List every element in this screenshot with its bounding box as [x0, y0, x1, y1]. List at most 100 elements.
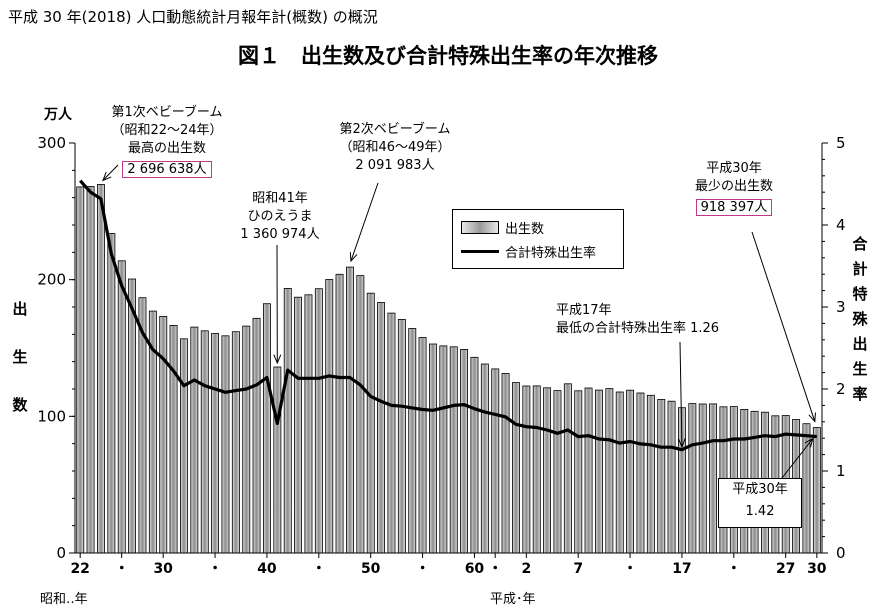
bar-births: [86, 186, 95, 554]
x-tick-label: 7: [573, 561, 583, 577]
annotation-hinoe-line3: 1 360 974人: [240, 227, 320, 242]
right-axis-label: 合 計 特 殊 出 生 率: [852, 235, 868, 403]
bar-births: [470, 356, 479, 554]
bar-births: [169, 324, 178, 554]
bar-births: [574, 390, 583, 554]
legend-label-tfr: 合計特殊出生率: [505, 246, 597, 261]
bar-births: [543, 387, 551, 554]
annotation-boom1-line1: 第1次ベビーブーム: [111, 105, 223, 120]
annotation-hinoe: 昭和41年 ひのえうま 1 360 974人: [225, 190, 335, 244]
bar-births: [512, 382, 520, 554]
bar-births: [688, 403, 697, 554]
x-era-label-showa: 昭和‥年: [40, 592, 88, 607]
bar-births: [107, 233, 116, 554]
left-tick-label: 200: [37, 271, 66, 289]
x-tick-label: 30: [807, 561, 827, 577]
bar-births: [501, 372, 510, 554]
bar-births: [387, 312, 396, 554]
arrow-min-tfr-head: [677, 438, 686, 448]
annotation-min-births-line2: 最少の出生数: [694, 179, 773, 194]
bar-births: [418, 337, 427, 554]
legend: 出生数 合計特殊出生率: [452, 209, 624, 269]
bar-births: [314, 288, 323, 554]
left-tick-label: 100: [37, 407, 66, 425]
bar-births: [698, 403, 707, 554]
arrow-min-tfr: [679, 341, 683, 447]
annotation-boom1-line2: （昭和22～24年）: [111, 123, 223, 138]
bar-births: [646, 394, 655, 554]
arrow-boom2-head: [349, 252, 358, 263]
bar-births: [522, 385, 531, 554]
annotation-boom2-line3: 2 091 983人: [355, 158, 435, 173]
bar-births: [283, 287, 292, 554]
bar-births: [304, 294, 313, 554]
bar-births: [190, 326, 199, 554]
bar-births: [76, 186, 85, 554]
right-tick-label: 1: [836, 462, 846, 480]
bar-births: [408, 328, 417, 554]
right-tick-label: 3: [836, 298, 846, 316]
x-tick-label: 27: [776, 561, 795, 577]
arrow-boom1-head: [102, 171, 112, 182]
x-tick-label: 2: [521, 561, 531, 577]
bar-births: [812, 427, 821, 554]
annotation-min-tfr-line2: 最低の合計特殊出生率 1.26: [556, 321, 720, 336]
bar-births: [709, 403, 717, 554]
bar-births: [366, 292, 375, 554]
annotation-boom1-value: 2 696 638人: [122, 161, 212, 178]
arrow-min-births-head: [808, 412, 816, 423]
bar-births: [605, 388, 614, 554]
annotation-boom2-line1: 第2次ベビーブーム: [339, 122, 451, 137]
bar-births: [667, 400, 676, 554]
annotation-min-tfr: 平成17年 最低の合計特殊出生率 1.26: [556, 302, 719, 338]
bar-births: [397, 318, 406, 554]
bar-births: [325, 279, 334, 554]
bar-births: [449, 346, 458, 554]
bar-births: [657, 398, 666, 554]
bar-births: [491, 368, 500, 554]
x-tick-label: ・: [312, 561, 326, 577]
arrow-tfr-h30-head: [804, 437, 814, 448]
bar-births: [242, 325, 251, 554]
bar-births: [335, 273, 344, 554]
x-tick-label: ・: [623, 561, 637, 577]
annotation-tfr-h30-line2: 1.42: [745, 504, 775, 519]
x-tick-label: 60: [465, 561, 485, 577]
bar-births: [626, 389, 634, 554]
bar-births: [636, 392, 645, 554]
right-tick-label: 0: [836, 544, 846, 562]
bar-births: [584, 387, 593, 554]
x-tick-label: 40: [257, 561, 277, 577]
bar-births: [211, 333, 219, 554]
x-tick-label: 17: [672, 561, 691, 577]
bar-births: [595, 389, 603, 554]
x-tick-label: 50: [361, 561, 381, 577]
annotation-min-births-value: 918 397人: [695, 199, 773, 216]
annotation-hinoe-line1: 昭和41年: [252, 191, 308, 206]
annotation-min-births: 平成30年 最少の出生数 918 397人: [684, 160, 784, 217]
chart-title: 図１ 出生数及び合計特殊出生率の年次推移: [238, 44, 658, 68]
left-axis-label: 出 生 数: [12, 300, 28, 414]
x-tick-label: ・: [416, 561, 430, 577]
line-tfr: [79, 179, 817, 452]
bar-births: [294, 296, 302, 554]
annotation-tfr-h30-line1: 平成30年: [732, 482, 788, 497]
bar-births: [273, 366, 282, 554]
bar-births: [159, 315, 168, 554]
annotation-tfr-h30: 平成30年 1.42: [718, 478, 802, 528]
legend-item-tfr: 合計特殊出生率: [461, 242, 596, 261]
bar-births: [221, 335, 230, 554]
arrow-boom2: [350, 182, 379, 262]
report-header: 平成 30 年(2018) 人口動態統計月報年計(概数) の概況: [8, 8, 378, 26]
right-tick-label: 2: [836, 380, 846, 398]
annotation-boom1-line3: 最高の出生数: [127, 141, 206, 156]
bar-births: [345, 266, 354, 554]
annotation-boom2: 第2次ベビーブーム （昭和46～49年） 2 091 983人: [320, 121, 470, 175]
bar-births: [460, 348, 468, 554]
bar-births: [128, 278, 136, 554]
arrow-hinoe-head: [273, 354, 282, 365]
bar-births: [439, 345, 448, 554]
annotation-min-tfr-line1: 平成17年: [556, 303, 612, 318]
legend-swatch-line: [461, 250, 499, 253]
